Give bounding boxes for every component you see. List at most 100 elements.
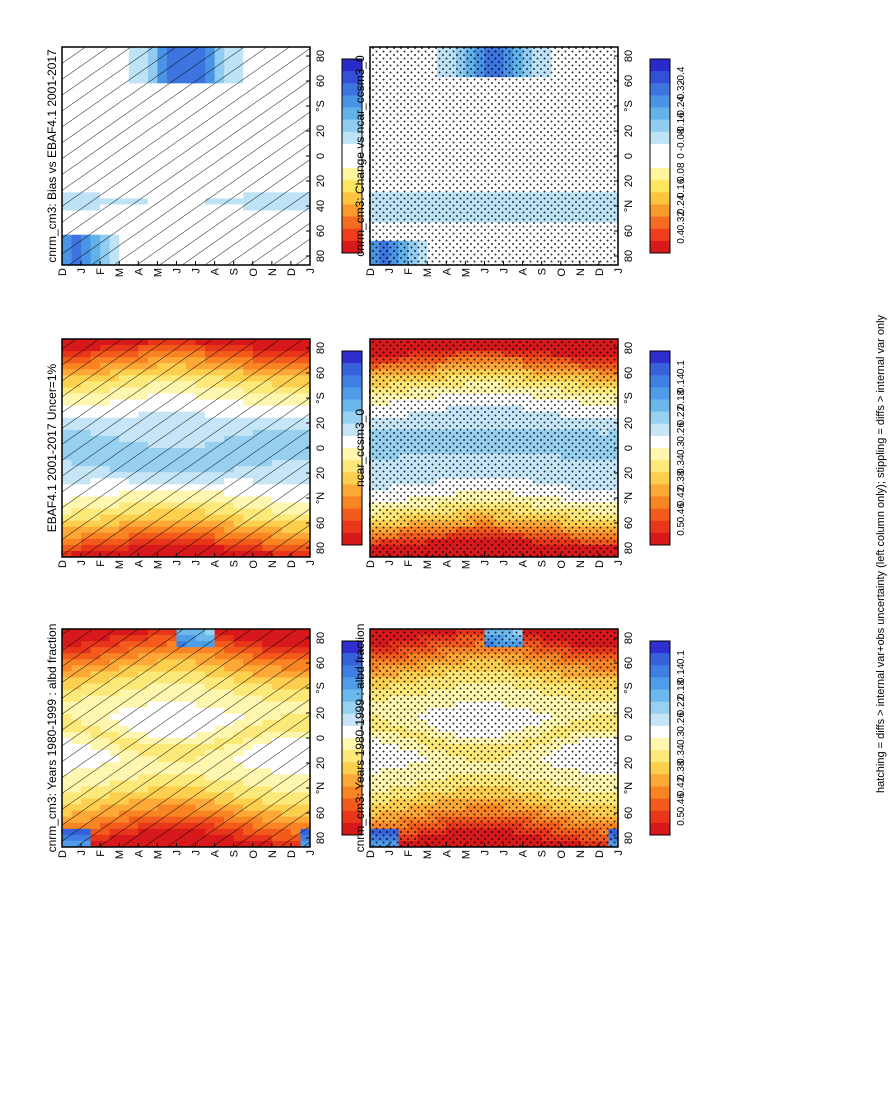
month-tick-label: J <box>76 560 88 566</box>
colorbar-swatch <box>342 387 362 400</box>
colorbar-label: 0.14 <box>676 373 687 393</box>
month-tick-label: J <box>479 560 491 566</box>
colorbar-swatch <box>342 375 362 388</box>
lat-tick-label: 60 <box>623 657 635 669</box>
colorbar-swatch <box>650 641 670 654</box>
month-tick-label: D <box>286 560 298 568</box>
colorbar-swatch <box>650 435 670 448</box>
month-tick-label: J <box>171 850 183 856</box>
lat-tick-label: 20 <box>315 417 327 429</box>
month-tick-label: D <box>594 850 606 858</box>
colorbar-swatch <box>650 520 670 533</box>
month-tick-label: D <box>365 850 377 858</box>
colorbar-swatch <box>650 798 670 811</box>
colorbar-label: 0.14 <box>676 663 687 683</box>
month-tick-label: J <box>191 850 203 856</box>
month-tick-label: J <box>76 850 88 856</box>
panel-p1: cnrm_cm3: Years 1980-1999 : albd fractio… <box>45 624 379 860</box>
month-tick-label: D <box>286 850 298 858</box>
colorbar-swatch <box>650 822 670 835</box>
lat-tick-label: °N <box>623 492 635 504</box>
lat-tick-label: °N <box>623 782 635 794</box>
month-tick-label: A <box>441 559 453 567</box>
month-tick-label: J <box>171 560 183 566</box>
month-tick-label: M <box>422 850 434 859</box>
colorbar-swatch <box>650 762 670 775</box>
lat-tick-label: 80 <box>623 632 635 644</box>
colorbar-swatch <box>342 532 362 545</box>
lat-tick-label: 20 <box>623 707 635 719</box>
lat-tick-label: °S <box>315 682 327 694</box>
colorbar-label: 0.5 <box>676 521 687 535</box>
month-tick-label: J <box>191 560 203 566</box>
lat-tick-label: 80 <box>623 542 635 554</box>
colorbar-swatch <box>342 351 362 364</box>
p1-title: cnrm_cm3: Years 1980-1999 : albd fractio… <box>45 624 59 853</box>
month-tick-label: A <box>518 559 530 567</box>
p4-stipple-overlay <box>370 339 618 557</box>
lat-tick-label: 80 <box>315 542 327 554</box>
lat-tick-label: 20 <box>623 417 635 429</box>
colorbar-label: 0.34 <box>676 744 687 764</box>
colorbar-swatch <box>650 508 670 521</box>
colorbar-swatch <box>650 484 670 497</box>
colorbar-label: 0.34 <box>676 454 687 474</box>
month-tick-label: M <box>460 850 472 859</box>
panel-p3: EBAF4.1 2001-2017 Uncer=1%8060°N20020°S6… <box>45 339 379 570</box>
colorbar-swatch <box>342 363 362 376</box>
month-tick-label: O <box>248 560 260 569</box>
colorbar-label: 0.5 <box>676 811 687 825</box>
month-tick-label: O <box>556 850 568 859</box>
colorbar-swatch <box>650 496 670 509</box>
colorbar-swatch <box>650 725 670 738</box>
colorbar-swatch <box>342 508 362 521</box>
month-tick-label: D <box>365 560 377 568</box>
colorbar-swatch <box>650 472 670 485</box>
p3-hatch-overlay <box>62 339 310 557</box>
month-tick-label: M <box>114 850 126 859</box>
lat-tick-label: °S <box>315 392 327 404</box>
lat-tick-label: 60 <box>315 657 327 669</box>
month-tick-label: D <box>594 560 606 568</box>
lat-tick-label: °N <box>315 782 327 794</box>
colorbar-swatch <box>650 774 670 787</box>
lat-tick-label: 20 <box>315 757 327 769</box>
colorbar-swatch <box>650 351 670 364</box>
colorbar-label: 0.1 <box>676 360 687 374</box>
colorbar-swatch <box>650 677 670 690</box>
colorbar-swatch <box>650 399 670 412</box>
month-tick-label: A <box>133 849 145 857</box>
month-tick-label: O <box>556 560 568 569</box>
month-tick-label: J <box>479 850 491 856</box>
lat-tick-label: 0 <box>623 445 635 451</box>
lat-tick-label: °S <box>623 392 635 404</box>
month-tick-label: J <box>499 850 511 856</box>
month-tick-label: A <box>441 849 453 857</box>
colorbar-swatch <box>650 786 670 799</box>
colorbar-swatch <box>650 375 670 388</box>
month-tick-label: D <box>57 850 69 858</box>
lat-tick-label: 80 <box>315 342 327 354</box>
colorbar-swatch <box>650 810 670 823</box>
month-tick-label: A <box>133 559 145 567</box>
lat-tick-label: °N <box>315 492 327 504</box>
month-tick-label: N <box>575 560 587 568</box>
month-tick-label: M <box>422 560 434 569</box>
colorbar-swatch <box>342 520 362 533</box>
p3-title: EBAF4.1 2001-2017 Uncer=1% <box>45 363 59 532</box>
month-tick-label: J <box>613 560 625 566</box>
colorbar-swatch <box>342 496 362 509</box>
month-tick-label: M <box>152 560 164 569</box>
lat-tick-label: 60 <box>315 367 327 379</box>
colorbar-swatch <box>650 448 670 461</box>
lat-tick-label: 20 <box>623 757 635 769</box>
lat-tick-label: 20 <box>315 467 327 479</box>
lat-tick-label: 80 <box>623 832 635 844</box>
lat-tick-label: 60 <box>315 517 327 529</box>
p2-colorbar: 0.50.460.420.380.340.30.260.220.180.140.… <box>650 641 687 835</box>
p1-hatch-overlay <box>62 629 310 847</box>
month-tick-label: N <box>267 560 279 568</box>
colorbar-swatch <box>650 532 670 545</box>
